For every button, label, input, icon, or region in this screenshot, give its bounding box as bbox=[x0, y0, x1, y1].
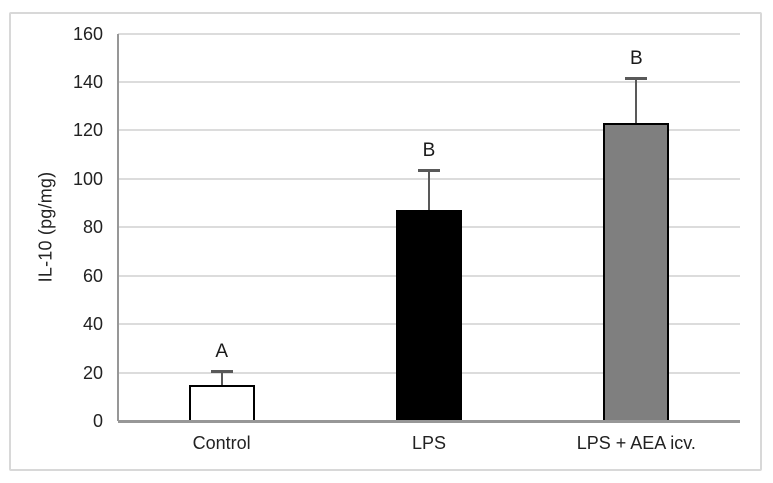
y-tick-label: 160 bbox=[72, 23, 103, 44]
y-tick-label: 100 bbox=[72, 168, 103, 189]
y-tick-label: 20 bbox=[82, 362, 103, 383]
bar-control bbox=[188, 384, 255, 422]
x-category-label: LPS bbox=[411, 433, 447, 453]
error-bar-line bbox=[220, 371, 223, 385]
y-tick-label: 140 bbox=[72, 71, 103, 92]
y-axis-line bbox=[117, 33, 119, 421]
y-tick-label: 80 bbox=[82, 217, 103, 238]
error-bar-cap bbox=[210, 370, 233, 374]
y-tick-label: 120 bbox=[72, 120, 103, 141]
x-category-label: Control bbox=[192, 433, 251, 453]
y-tick-label: 0 bbox=[92, 411, 103, 431]
error-bar-cap bbox=[418, 169, 440, 173]
y-gridline bbox=[118, 80, 740, 83]
x-category-label: LPS + AEA icv. bbox=[576, 433, 696, 453]
error-bar-line bbox=[428, 170, 430, 211]
y-gridline bbox=[118, 129, 740, 132]
error-bar-line bbox=[635, 78, 638, 124]
bar-lps bbox=[396, 210, 462, 422]
significance-letter: A bbox=[215, 341, 228, 363]
significance-letter: B bbox=[422, 140, 436, 162]
bar-lps-aea-icv- bbox=[603, 123, 670, 422]
significance-letter: B bbox=[629, 48, 643, 70]
y-gridline bbox=[118, 32, 740, 35]
y-tick-label: 40 bbox=[82, 314, 103, 335]
error-bar-cap bbox=[625, 77, 648, 81]
y-tick-label: 60 bbox=[82, 265, 103, 286]
x-axis-line bbox=[118, 419, 740, 423]
